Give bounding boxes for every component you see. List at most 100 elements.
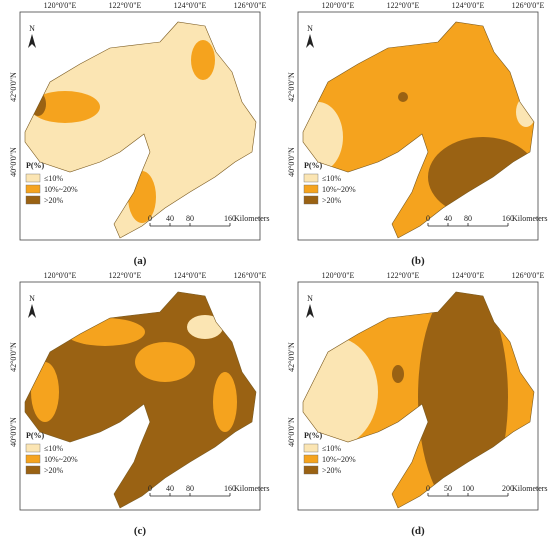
north-arrow	[28, 34, 36, 48]
longitude-label: 122°0'0"E	[387, 1, 420, 10]
scale-label: 0	[426, 214, 430, 223]
legend-swatch	[25, 173, 41, 183]
scale-label: 0	[148, 484, 152, 493]
legend-swatch	[25, 443, 41, 453]
latitude-label: 40°0'0"N	[9, 147, 18, 177]
region-fill	[392, 365, 404, 383]
legend-title: P(%)	[26, 161, 45, 170]
scale-label: 80	[186, 484, 194, 493]
north-label: N	[29, 24, 35, 33]
scale-label: 0	[426, 484, 430, 493]
panel-label: (d)	[411, 525, 425, 537]
longitude-label: 126°0'0"E	[234, 1, 267, 10]
legend-label: 10%~20%	[322, 185, 356, 194]
north-label: N	[307, 24, 313, 33]
scale-unit: Kilometers	[512, 214, 548, 223]
scale-label: 40	[166, 214, 174, 223]
longitude-label: 120°0'0"E	[322, 271, 355, 280]
map-panel: 120°0'0"E 122°0'0"E 124°0'0"E 126°0'0"E 42°0…	[9, 271, 270, 537]
legend-label: >20%	[322, 196, 342, 205]
scale-unit: Kilometers	[234, 214, 270, 223]
region-fill	[191, 40, 215, 80]
scale-label: 200	[502, 484, 514, 493]
region-fill	[187, 315, 223, 339]
legend-title: P(%)	[304, 431, 323, 440]
longitude-label: 124°0'0"E	[452, 271, 485, 280]
longitude-label: 124°0'0"E	[452, 1, 485, 10]
longitude-label: 122°0'0"E	[387, 271, 420, 280]
legend-swatch	[25, 465, 41, 475]
map-panel: 120°0'0"E 122°0'0"E 124°0'0"E 126°0'0"E 42°0…	[9, 1, 270, 267]
panel-label: (c)	[134, 525, 147, 537]
legend-swatch	[25, 454, 41, 464]
longitude-label: 120°0'0"E	[44, 1, 77, 10]
scale-label: 40	[166, 484, 174, 493]
longitude-label: 120°0'0"E	[44, 271, 77, 280]
legend-title: P(%)	[26, 431, 45, 440]
legend-swatch	[25, 184, 41, 194]
scale-unit: Kilometers	[234, 484, 270, 493]
legend-swatch	[303, 443, 319, 453]
legend-label: >20%	[322, 466, 342, 475]
region-outline	[302, 21, 535, 239]
north-arrow	[306, 304, 314, 318]
latitude-label: 40°0'0"N	[287, 417, 296, 447]
legend-swatch	[303, 173, 319, 183]
longitude-label: 124°0'0"E	[174, 1, 207, 10]
north-arrow	[28, 304, 36, 318]
longitude-label: 126°0'0"E	[234, 271, 267, 280]
scale-label: 160	[502, 214, 514, 223]
region-fill	[213, 372, 237, 432]
longitude-label: 124°0'0"E	[174, 271, 207, 280]
north-label: N	[307, 294, 313, 303]
map-panel: 120°0'0"E 122°0'0"E 124°0'0"E 126°0'0"E 42°0…	[287, 1, 548, 267]
scale-label: 50	[444, 484, 452, 493]
region-fill	[135, 342, 195, 382]
legend-label: ≤10%	[322, 444, 341, 453]
legend-label: 10%~20%	[44, 455, 78, 464]
legend-swatch	[303, 195, 319, 205]
region-fill	[398, 92, 408, 102]
scale-label: 40	[444, 214, 452, 223]
legend-label: ≤10%	[44, 174, 63, 183]
latitude-label: 40°0'0"N	[9, 417, 18, 447]
legend-label: ≤10%	[44, 444, 63, 453]
scale-label: 160	[224, 484, 236, 493]
longitude-label: 120°0'0"E	[322, 1, 355, 10]
legend-label: >20%	[44, 196, 64, 205]
legend-swatch	[303, 454, 319, 464]
longitude-label: 126°0'0"E	[512, 1, 545, 10]
panel-label: (a)	[134, 255, 147, 267]
latitude-label: 42°0'0"N	[9, 72, 18, 102]
legend-swatch	[303, 184, 319, 194]
scale-label: 160	[224, 214, 236, 223]
panel-label: (b)	[411, 255, 425, 267]
map-panel: 120°0'0"E 122°0'0"E 124°0'0"E 126°0'0"E 42°0…	[287, 271, 548, 537]
scale-unit: Kilometers	[512, 484, 548, 493]
latitude-label: 42°0'0"N	[287, 342, 296, 372]
legend-title: P(%)	[304, 161, 323, 170]
latitude-label: 40°0'0"N	[287, 147, 296, 177]
latitude-label: 42°0'0"N	[287, 72, 296, 102]
region-outline	[24, 21, 257, 239]
region-outline	[302, 291, 535, 509]
region-fill	[30, 91, 100, 123]
scale-label: 80	[186, 214, 194, 223]
legend-swatch	[25, 195, 41, 205]
north-arrow	[306, 34, 314, 48]
scale-label: 100	[462, 484, 474, 493]
legend-label: 10%~20%	[322, 455, 356, 464]
legend-label: ≤10%	[322, 174, 341, 183]
longitude-label: 126°0'0"E	[512, 271, 545, 280]
legend-swatch	[303, 465, 319, 475]
scale-label: 0	[148, 214, 152, 223]
north-label: N	[29, 294, 35, 303]
longitude-label: 122°0'0"E	[109, 271, 142, 280]
region-fill	[31, 362, 59, 422]
legend-label: 10%~20%	[44, 185, 78, 194]
longitude-label: 122°0'0"E	[109, 1, 142, 10]
legend-label: >20%	[44, 466, 64, 475]
latitude-label: 42°0'0"N	[9, 342, 18, 372]
region-outline	[24, 291, 257, 509]
